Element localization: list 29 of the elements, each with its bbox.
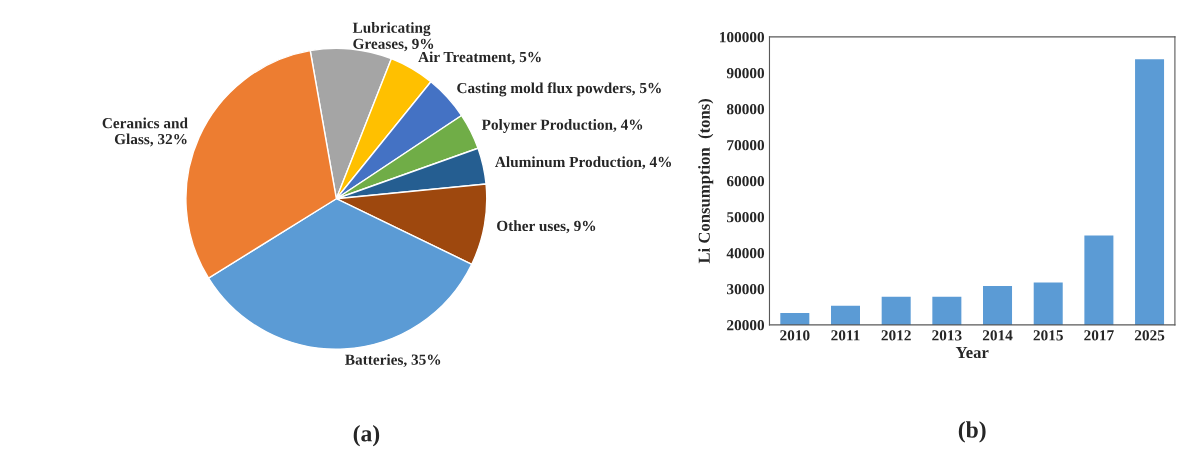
x-tick-label: 2012 [881,330,911,341]
slice-label: Polymer Production, 4% [481,119,643,133]
slice-label: Casting mold flux powders, 5% [457,82,661,97]
y-tick-label: 70000 [727,140,765,151]
text: (b) [958,421,986,443]
y-tick-label: 90000 [726,68,765,79]
slice-label: Air Treatment, 5% [418,51,541,65]
x-tick-label: 2011 [831,330,860,341]
y-tick-label: 60000 [726,176,765,187]
slice-label: Aluminum Production, 4% [495,156,672,170]
y-tick-label: 30000 [727,284,765,295]
x-tick-label: 2014 [982,330,1013,341]
text: (a) [353,424,380,447]
y-tick-label: 50000 [727,212,765,223]
slice-label: Ceranics and Glass, 32% [102,117,188,147]
slice-label: Lubricating Greases, 9% [352,22,434,52]
y-tick-label: 100000 [720,32,765,43]
y-tick-label: 20000 [727,320,765,331]
x-axis-title: Year [955,347,989,359]
x-tick-label: 2010 [780,330,810,341]
x-tick-label: 2013 [932,330,962,341]
slice-label: Batteries, 35% [345,354,441,368]
x-tick-label: 2015 [1033,330,1063,341]
y-tick-label: 40000 [726,248,765,259]
y-axis-title: Li Consumption (tons) [698,98,714,264]
x-tick-label: 2017 [1084,330,1114,341]
slice-label: Other uses, 9% [497,220,596,234]
y-tick-label: 80000 [726,104,765,115]
x-tick-label: 2025 [1134,330,1165,341]
